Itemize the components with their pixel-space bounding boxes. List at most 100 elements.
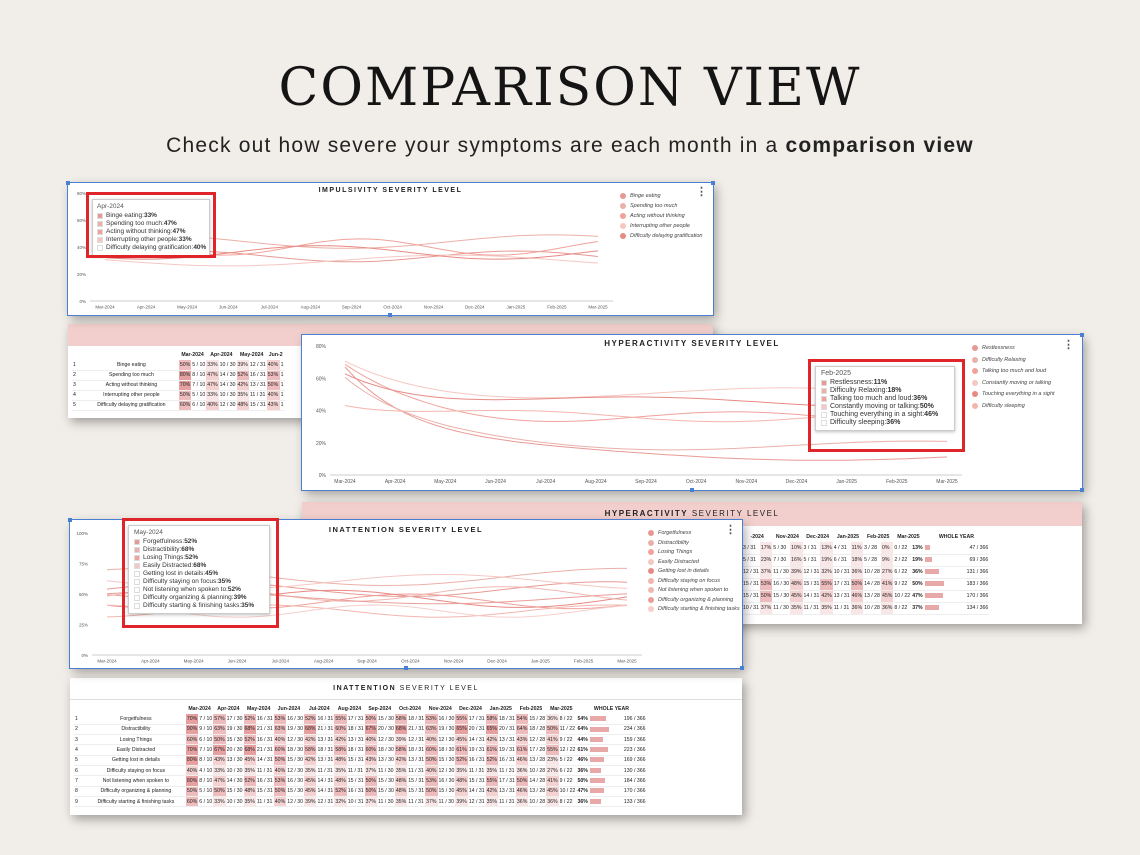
table-row: 2 Spending too much 80% 8 / 10 47% 14 / 30 52%…: [72, 370, 285, 380]
table-row: 1 Binge eating 50% 5 / 10 33% 10 / 30 39% 12 / …: [72, 360, 285, 370]
tooltip-label: Restlessness:: [830, 379, 874, 386]
table-cell: 19%: [912, 557, 923, 563]
table-cell: 6 / 22: [894, 569, 908, 575]
more-options-icon[interactable]: ⋮: [725, 524, 736, 536]
table-cell: 40%: [273, 765, 287, 776]
legend-item[interactable]: Spending too much: [620, 203, 702, 209]
x-tick-label: Dec-2024: [465, 305, 485, 310]
legend-item[interactable]: Binge eating: [620, 193, 702, 199]
table-cell: 15 / 30: [226, 788, 243, 795]
more-options-icon[interactable]: ⋮: [696, 186, 707, 198]
legend-item[interactable]: Forgetfulness: [648, 530, 740, 536]
legend-item[interactable]: Not listening when spoken to: [648, 587, 740, 593]
table-cell: 39%: [394, 734, 408, 745]
table-row: 5 Difficulty delaying gratification 60% 6 /…: [72, 400, 285, 410]
table-header-cell: [74, 704, 86, 714]
table-cell: 1: [280, 402, 284, 408]
tooltip-row: Easily Distracted: 68%: [134, 562, 264, 569]
table-cell: 23%: [546, 755, 559, 766]
table-cell: 5 / 31: [743, 557, 756, 563]
legend-item[interactable]: Difficulty sleeping: [972, 402, 1055, 409]
selection-handle[interactable]: [740, 666, 744, 670]
inattention-legend: Forgetfulness Distractibility Losing Thing…: [648, 530, 740, 616]
table-cell: 35%: [243, 765, 256, 776]
more-options-icon[interactable]: ⋮: [1063, 339, 1074, 351]
legend-item[interactable]: Difficulty Relaxing: [972, 356, 1055, 363]
table-cell: 35%: [820, 602, 833, 614]
table-cell: 21 / 31: [408, 726, 425, 733]
table-cell: 19 / 31: [499, 747, 515, 754]
table-cell: 63%: [425, 724, 438, 735]
year-bar-cell: [589, 786, 623, 796]
legend-label: Spending too much: [630, 203, 678, 209]
table-cell: 61%: [485, 744, 499, 756]
selection-handle[interactable]: [404, 666, 408, 670]
table-cell: 0 / 22: [894, 544, 908, 551]
legend-item[interactable]: Restlessness: [972, 345, 1055, 351]
legend-item[interactable]: Difficulty organizing & planning: [648, 596, 740, 603]
legend-item[interactable]: Acting without thinking: [620, 213, 702, 219]
tooltip-value: 36%: [886, 419, 901, 426]
table-cell: 19 / 30: [438, 726, 455, 733]
selection-handle[interactable]: [68, 518, 72, 522]
table-cell: 60%: [364, 744, 377, 756]
year-progress-bar: [924, 544, 930, 550]
table-cell: 14 / 31: [256, 757, 273, 764]
legend-item[interactable]: Difficulty staying on focus: [648, 577, 740, 584]
selection-handle[interactable]: [711, 181, 715, 185]
table-cell: 13%: [912, 544, 923, 551]
table-cell: 67%: [364, 724, 377, 735]
row-number: 4: [73, 392, 76, 398]
table-cell: 43%: [515, 734, 529, 745]
legend-item[interactable]: Getting lost in details: [648, 568, 740, 574]
x-tick-label: Apr-2024: [141, 659, 160, 664]
table-cell: 40%: [425, 734, 438, 745]
legend-item[interactable]: Difficulty delaying gratification: [620, 233, 702, 239]
y-tick-label: 0%: [81, 653, 88, 658]
table-cell: 50%: [850, 578, 864, 590]
table-cell: 36%: [912, 569, 923, 575]
table-cell: 80%: [185, 775, 199, 787]
table-cell: 6 / 22: [559, 767, 573, 774]
row-number: 8: [75, 788, 78, 795]
inattention-table-panel: INATTENTION SEVERITY LEVEL Mar-2024 Apr-2…: [70, 678, 742, 815]
legend-item[interactable]: Distractibility: [648, 539, 740, 546]
table-cell: 54%: [515, 714, 529, 725]
tooltip-row: Binge eating: 33%: [97, 212, 205, 219]
y-tick-label: 75%: [79, 562, 88, 567]
hyperactivity-table-header-row: -2024 Nov-2024 Dec-2024 Jan-2025 Feb-2025 Mar…: [742, 532, 989, 542]
legend-item[interactable]: Losing Things: [648, 549, 740, 555]
selection-handle[interactable]: [1080, 488, 1084, 492]
table-cell: 17 / 28: [529, 747, 546, 754]
hyperactivity-chart-panel[interactable]: HYPERACTIVITY SEVERITY LEVEL ⋮ 80% 60% 40%…: [301, 334, 1083, 491]
table-cell: 12 / 28: [529, 736, 546, 743]
table-row: 12 / 31 37% 11 / 30 39% 12 / 31 32% 10 / 31 36%…: [742, 566, 990, 578]
legend-item[interactable]: Touching everything in a sight: [972, 391, 1055, 397]
tooltip-row: Getting lost in details: 45%: [134, 570, 264, 577]
table-cell: 39%: [236, 360, 249, 370]
legend-item[interactable]: Difficulty starting & finishing tasks: [648, 606, 740, 612]
table-cell: 37%: [912, 605, 923, 611]
table-cell: 60%: [185, 734, 199, 745]
legend-item[interactable]: Interrupting other people: [620, 223, 702, 229]
selection-handle[interactable]: [66, 181, 70, 185]
y-tick-label: 100%: [76, 531, 88, 536]
selection-handle[interactable]: [388, 313, 392, 317]
selection-handle[interactable]: [690, 488, 694, 492]
selection-handle[interactable]: [1080, 333, 1084, 337]
table-cell: 58%: [334, 744, 347, 756]
legend-dot-icon: [972, 345, 978, 351]
legend-item[interactable]: Constantly moving or talking: [972, 379, 1055, 386]
x-tick-label: Jan-2025: [506, 305, 525, 310]
table-cell: 14 / 31: [317, 777, 334, 784]
tooltip-label: Losing Things:: [143, 554, 186, 561]
table-cell: 47%: [206, 380, 219, 390]
table-header-cell: Mar-2025: [550, 706, 573, 712]
legend-item[interactable]: Talking too much and loud: [972, 368, 1055, 374]
table-cell: 15 / 30: [377, 788, 394, 795]
legend-item[interactable]: Easily Distracted: [648, 558, 740, 565]
table-cell: 48%: [243, 786, 256, 797]
impulsivity-table-header-row: Mar-2024 Apr-2024 May-2024 Jun-2: [72, 350, 285, 360]
year-bar-cell: [589, 796, 623, 806]
tooltip-value: 36%: [913, 395, 928, 402]
